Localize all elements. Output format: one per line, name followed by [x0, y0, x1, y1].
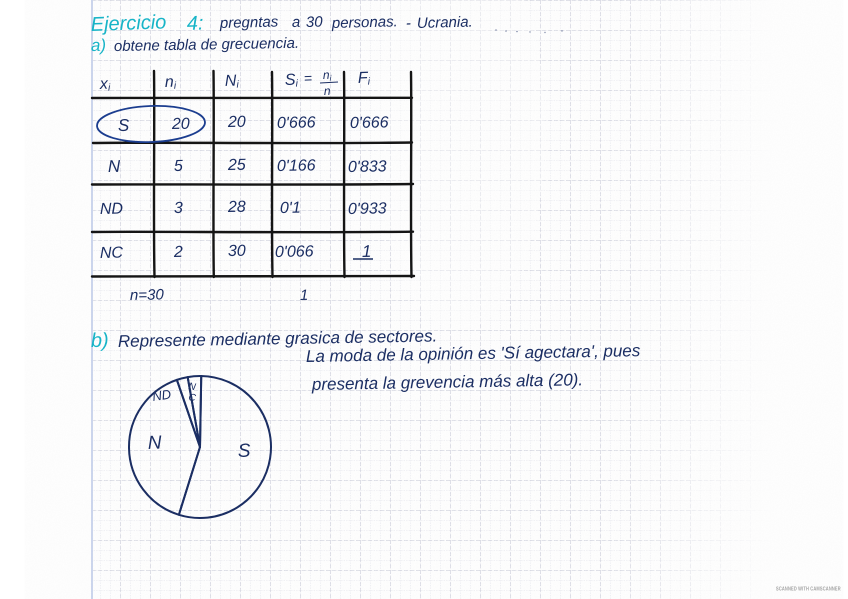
- svg-text:La moda de la opinión es 'Sí a: La moda de la opinión es 'Sí agectara', …: [306, 341, 641, 366]
- svg-text:presenta la grevencia más alta: presenta la grevencia más alta (20).: [311, 370, 583, 394]
